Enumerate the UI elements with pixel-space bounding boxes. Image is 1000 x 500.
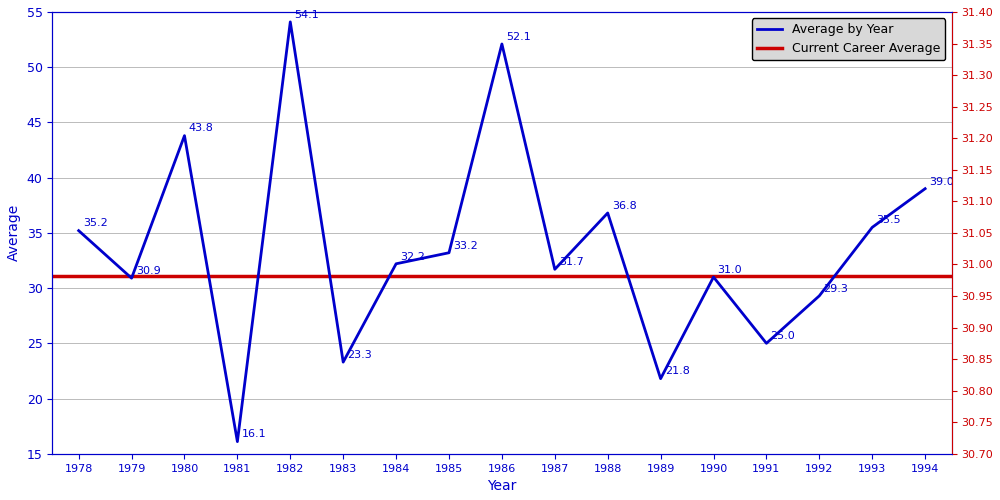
- Average by Year: [813, 293, 825, 299]
- Text: 31.0: 31.0: [718, 265, 742, 275]
- Text: 32.2: 32.2: [400, 252, 425, 262]
- Average by Year: [866, 224, 878, 230]
- Average by Year: [602, 210, 614, 216]
- Text: 33.2: 33.2: [453, 240, 478, 250]
- Average by Year: [760, 340, 772, 346]
- Average by Year: [284, 19, 296, 25]
- Line: Average by Year: Average by Year: [79, 22, 925, 442]
- Average by Year: [231, 438, 243, 444]
- Text: 35.2: 35.2: [83, 218, 108, 228]
- Text: 35.5: 35.5: [876, 215, 901, 225]
- Text: 36.8: 36.8: [612, 201, 637, 211]
- X-axis label: Year: Year: [487, 479, 517, 493]
- Text: 39.0: 39.0: [929, 176, 954, 186]
- Average by Year: [390, 261, 402, 267]
- Text: 52.1: 52.1: [506, 32, 531, 42]
- Text: 30.9: 30.9: [136, 266, 160, 276]
- Average by Year: [337, 359, 349, 365]
- Text: 54.1: 54.1: [294, 10, 319, 20]
- Average by Year: [73, 228, 85, 234]
- Text: 25.0: 25.0: [771, 331, 795, 341]
- Average by Year: [919, 186, 931, 192]
- Average by Year: [178, 132, 190, 138]
- Legend: Average by Year, Current Career Average: Average by Year, Current Career Average: [752, 18, 945, 60]
- Y-axis label: Average: Average: [7, 204, 21, 262]
- Average by Year: [549, 266, 561, 272]
- Text: 23.3: 23.3: [347, 350, 372, 360]
- Text: 29.3: 29.3: [823, 284, 848, 294]
- Average by Year: [655, 376, 667, 382]
- Average by Year: [126, 275, 138, 281]
- Text: 43.8: 43.8: [189, 124, 214, 134]
- Text: 21.8: 21.8: [665, 366, 690, 376]
- Text: 16.1: 16.1: [242, 430, 266, 440]
- Average by Year: [708, 274, 720, 280]
- Text: 31.7: 31.7: [559, 257, 584, 267]
- Average by Year: [496, 41, 508, 47]
- Average by Year: [443, 250, 455, 256]
